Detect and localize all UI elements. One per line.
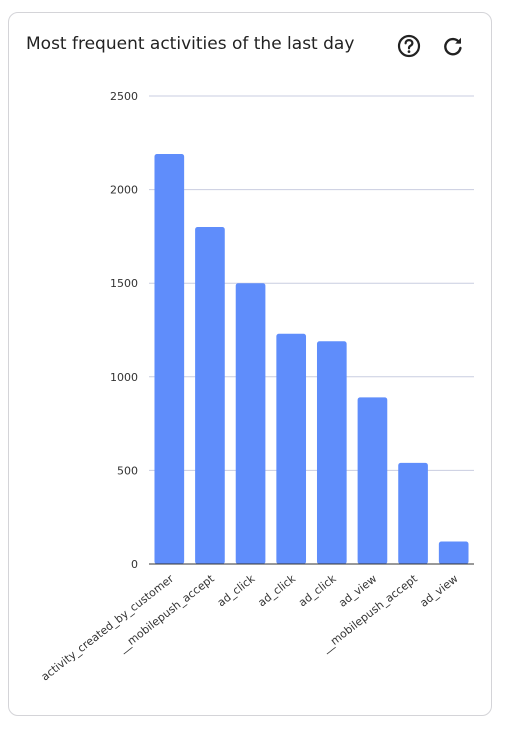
chart-title: Most frequent activities of the last day — [26, 34, 355, 54]
y-tick-label: 2000 — [110, 184, 138, 197]
y-tick-label: 2500 — [110, 90, 138, 103]
bars — [154, 154, 469, 565]
y-tick-label: 1500 — [110, 277, 138, 290]
y-tick-label: 0 — [131, 558, 138, 571]
bar[interactable] — [154, 154, 185, 565]
help-button[interactable] — [396, 33, 422, 59]
bar[interactable] — [357, 397, 388, 564]
y-tick-label: 1000 — [110, 371, 138, 384]
refresh-icon — [444, 37, 462, 56]
x-tick-label: ad_click — [215, 572, 258, 610]
help-circle-icon — [397, 34, 421, 58]
bar[interactable] — [276, 333, 307, 564]
bar[interactable] — [195, 227, 225, 565]
bar-chart: 0 500 1000 1500 2000 2500 activity_created_by… — [39, 90, 474, 684]
chart-card: Most frequent activities of the last day… — [8, 12, 492, 716]
y-axis-ticks: 0 500 1000 1500 2000 2500 — [110, 90, 138, 571]
y-tick-label: 500 — [117, 464, 138, 477]
bar[interactable] — [235, 283, 266, 564]
x-tick-label: ad_click — [256, 572, 299, 610]
bar[interactable] — [316, 341, 347, 564]
x-tick-label: ad_view — [417, 572, 460, 610]
x-axis-labels: activity_created_by_customer__mobilepush… — [39, 572, 461, 684]
refresh-button[interactable] — [440, 33, 466, 59]
bar[interactable] — [398, 462, 428, 564]
bar[interactable] — [438, 541, 469, 564]
x-tick-label: ad_click — [296, 572, 339, 610]
